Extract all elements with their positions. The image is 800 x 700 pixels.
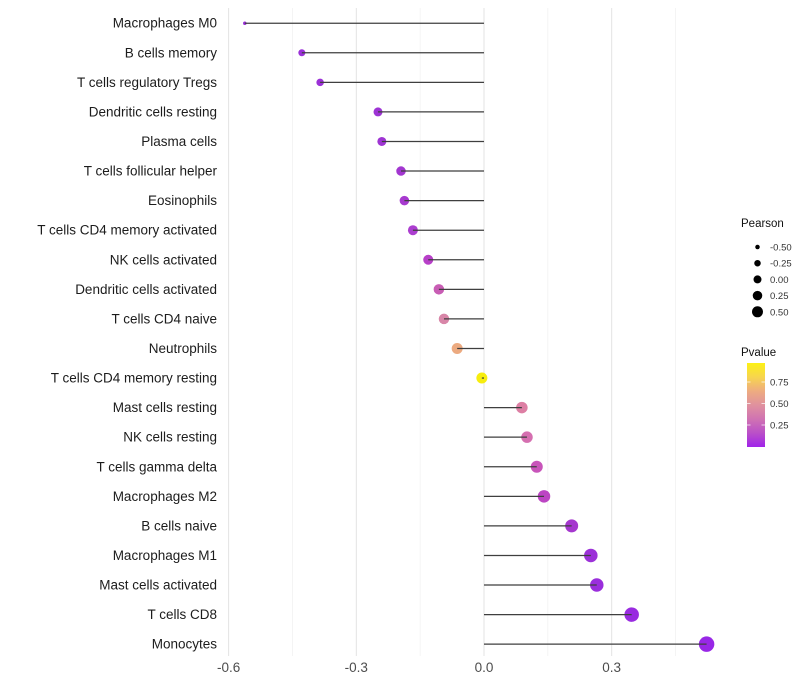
gridlines-layer: [228, 8, 676, 656]
x-axis-tick-label: 0.0: [475, 660, 494, 675]
legend-size-dot: [753, 275, 762, 284]
category-label: Mast cells resting: [113, 400, 217, 415]
lollipop-row: B cells naive: [141, 518, 579, 533]
lollipop-row: Mast cells activated: [99, 578, 604, 593]
category-label: NK cells resting: [123, 430, 217, 445]
lollipop-row: Eosinophils: [148, 193, 484, 208]
category-label: Macrophages M1: [113, 548, 217, 563]
legend-colorbar-tick-label: 0.25: [770, 421, 789, 432]
category-label: Dendritic cells resting: [89, 104, 217, 119]
category-label: T cells CD4 naive: [111, 311, 217, 326]
x-axis-tick-label: -0.6: [217, 660, 240, 675]
category-label: T cells CD8: [147, 607, 217, 622]
lollipop-row: T cells CD4 memory resting: [51, 371, 488, 386]
x-axis-tick-label: -0.3: [345, 660, 368, 675]
legend-size-dot: [752, 306, 763, 318]
legend-size-label: 0.25: [770, 291, 789, 302]
x-axis-layer: -0.6 -0.3 0.0 0.3: [217, 660, 621, 675]
lollipop-row: Macrophages M0: [113, 16, 484, 31]
legend-pearson-title: Pearson: [741, 218, 784, 230]
category-label: Macrophages M0: [113, 16, 217, 31]
category-label: B cells naive: [141, 518, 217, 533]
lollipop-row: B cells memory: [125, 45, 484, 60]
category-label: Eosinophils: [148, 193, 217, 208]
category-label: T cells CD4 memory resting: [51, 371, 217, 386]
pvalue-colorbar: [747, 363, 765, 447]
lollipop-row: NK cells resting: [123, 430, 533, 445]
category-label: Neutrophils: [149, 341, 218, 356]
lollipop-row: T cells follicular helper: [84, 164, 484, 179]
legend-size-dot: [752, 290, 763, 301]
lollipop-rows-layer: Macrophages M0 B cells memory T cells regu…: [37, 16, 715, 652]
lollipop-row: Plasma cells: [141, 134, 484, 149]
lollipop-row: Dendritic cells activated: [75, 282, 484, 297]
legend-size-dot: [754, 259, 761, 267]
lollipop-row: Macrophages M1: [113, 548, 598, 563]
category-label: Mast cells activated: [99, 578, 217, 593]
legend-pearson-entries: -0.50 -0.25 0.00 0.25 0.50: [752, 243, 792, 318]
lollipop-row: T cells gamma delta: [96, 459, 543, 474]
category-label: B cells memory: [125, 45, 218, 60]
legend-pvalue-title: Pvalue: [741, 347, 776, 359]
category-label: Macrophages M2: [113, 489, 217, 504]
legend-pvalue: Pvalue 0.75 0.50 0.25: [741, 347, 789, 447]
legend-pvalue-ticks: 0.75 0.50 0.25: [747, 378, 789, 432]
category-label: Dendritic cells activated: [75, 282, 217, 297]
lollipop-row: Neutrophils: [149, 341, 484, 356]
category-label: Plasma cells: [141, 134, 217, 149]
lollipop-row: Dendritic cells resting: [89, 104, 484, 119]
category-label: T cells CD4 memory activated: [37, 223, 217, 238]
legend-size-label: -0.25: [770, 259, 792, 270]
lollipop-row: NK cells activated: [110, 252, 484, 267]
legend-colorbar-tick-label: 0.50: [770, 399, 789, 410]
category-label: Monocytes: [152, 637, 218, 652]
lollipop-row: T cells CD4 naive: [111, 311, 484, 326]
category-label: T cells follicular helper: [84, 164, 218, 179]
lollipop-row: T cells CD4 memory activated: [37, 223, 484, 238]
legend-pearson: Pearson -0.50 -0.25 0.00 0.25 0.50: [741, 218, 792, 318]
legend-size-dot: [755, 244, 760, 250]
category-label: T cells regulatory Tregs: [77, 75, 217, 90]
lollipop-row: T cells CD8: [147, 607, 639, 622]
legend-colorbar-tick-label: 0.75: [770, 378, 789, 389]
category-label: T cells gamma delta: [96, 459, 217, 474]
lollipop-row: Mast cells resting: [113, 400, 528, 415]
lollipop-row: Macrophages M2: [113, 489, 551, 504]
lollipop-row: T cells regulatory Tregs: [77, 75, 484, 90]
legend-size-label: 0.50: [770, 307, 789, 318]
x-axis-tick-label: 0.3: [602, 660, 621, 675]
legend-size-label: 0.00: [770, 275, 789, 286]
legend-size-label: -0.50: [770, 243, 792, 254]
category-label: NK cells activated: [110, 252, 217, 267]
lollipop-row: Monocytes: [152, 636, 715, 652]
